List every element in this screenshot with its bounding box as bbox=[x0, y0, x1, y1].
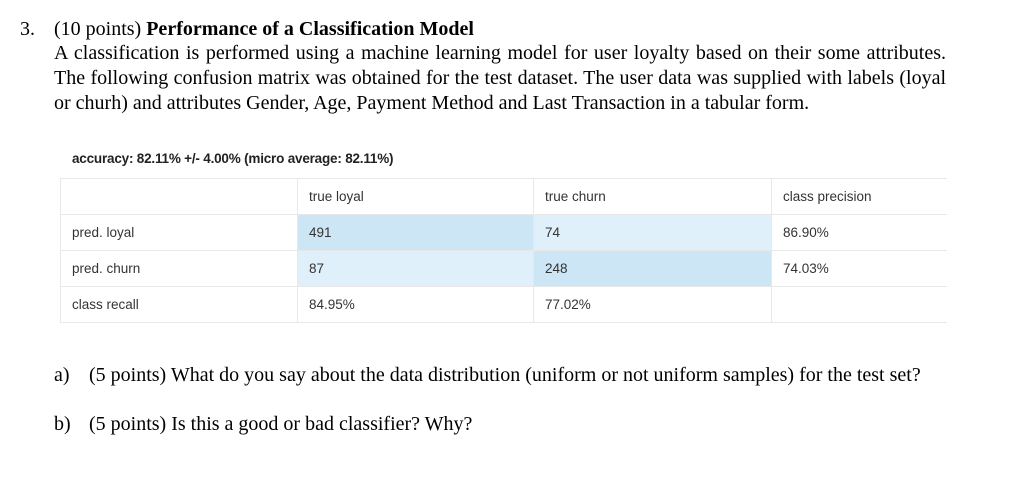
subquestion-text: (5 points) What do you say about the dat… bbox=[89, 364, 921, 386]
subquestion-label: a) bbox=[54, 364, 70, 386]
cell-pred-loyal-true-loyal: 491 bbox=[297, 214, 534, 251]
question-heading: (10 points) Performance of a Classificat… bbox=[54, 17, 946, 41]
question-title: Performance of a Classification Model bbox=[146, 18, 474, 40]
cell-pred-churn-true-churn: 248 bbox=[533, 250, 772, 287]
cell-recall-loyal: 84.95% bbox=[297, 286, 534, 323]
cell-recall-churn: 77.02% bbox=[533, 286, 772, 323]
cell-precision-churn: 74.03% bbox=[771, 250, 947, 287]
question-block: (10 points) Performance of a Classificat… bbox=[54, 17, 946, 116]
question-body: A classification is performed using a ma… bbox=[54, 42, 946, 114]
row-label: pred. loyal bbox=[60, 214, 298, 251]
cell-recall-empty bbox=[771, 286, 947, 323]
table-row-pred-loyal: pred. loyal 491 74 86.90% bbox=[60, 214, 947, 251]
cell-pred-churn-true-loyal: 87 bbox=[297, 250, 534, 287]
row-label: pred. churn bbox=[60, 250, 298, 287]
table-row-class-recall: class recall 84.95% 77.02% bbox=[60, 286, 947, 323]
table-header-row: true loyal true churn class precision bbox=[60, 178, 947, 215]
accuracy-summary: accuracy: 82.11% +/- 4.00% (micro averag… bbox=[72, 151, 394, 166]
cell-precision-loyal: 86.90% bbox=[771, 214, 947, 251]
question-points: (10 points) bbox=[54, 18, 142, 40]
question-number: 3. bbox=[20, 18, 35, 40]
header-cell-empty bbox=[60, 178, 298, 215]
cell-pred-loyal-true-churn: 74 bbox=[533, 214, 772, 251]
confusion-matrix-table: true loyal true churn class precision pr… bbox=[60, 178, 947, 323]
header-cell-true-loyal: true loyal bbox=[297, 178, 534, 215]
subquestion-label: b) bbox=[54, 413, 71, 435]
header-cell-class-precision: class precision bbox=[771, 178, 947, 215]
table-row-pred-churn: pred. churn 87 248 74.03% bbox=[60, 250, 947, 287]
header-cell-true-churn: true churn bbox=[533, 178, 772, 215]
row-label: class recall bbox=[60, 286, 298, 323]
subquestion-text: (5 points) Is this a good or bad classif… bbox=[89, 413, 473, 435]
